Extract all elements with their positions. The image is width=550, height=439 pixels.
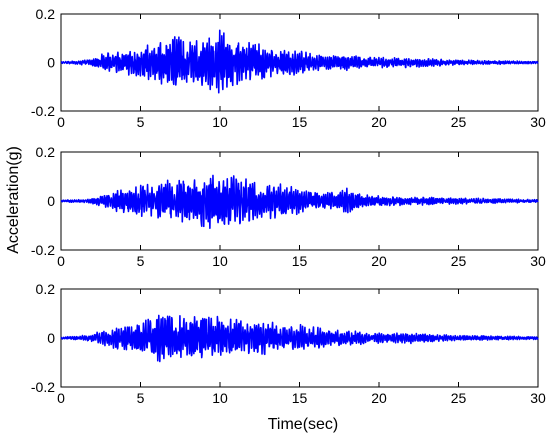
x-tick-label: 5	[137, 253, 145, 269]
x-tick-label: 5	[137, 114, 145, 130]
x-tick-label: 10	[212, 114, 228, 130]
y-tick-label: 0	[47, 193, 55, 209]
x-tick-label: 15	[292, 390, 308, 406]
subplot-bottom: 0 5 10 15 20 25 30-0.200.2	[31, 281, 546, 406]
y-tick-label: 0.2	[36, 281, 56, 297]
x-tick-label: 25	[451, 114, 467, 130]
x-tick-label: 25	[451, 390, 467, 406]
x-tick-label: 15	[292, 253, 308, 269]
acceleration-series-line	[60, 314, 539, 363]
y-tick-label: 0	[47, 330, 55, 346]
x-tick-label: 20	[371, 114, 387, 130]
y-tick-label: 0.2	[36, 6, 56, 22]
x-axis-label: Time(sec)	[268, 416, 339, 433]
y-tick-label: -0.2	[31, 103, 55, 119]
x-tick-label: 5	[137, 390, 145, 406]
acceleration-series-line	[60, 29, 539, 94]
x-tick-label: 0	[57, 253, 65, 269]
x-tick-label: 0	[57, 114, 65, 130]
y-tick-label: -0.2	[31, 242, 55, 258]
x-tick-label: 15	[292, 114, 308, 130]
y-axis-label: Acceleration(g)	[5, 146, 22, 254]
subplot-top: 0 5 10 15 20 25 30-0.200.2	[31, 6, 546, 130]
x-tick-label: 10	[212, 390, 228, 406]
x-tick-label: 10	[212, 253, 228, 269]
subplot-middle: 0 5 10 15 20 25 30-0.200.2	[31, 144, 546, 269]
y-tick-label: 0	[47, 55, 55, 71]
y-tick-label: 0.2	[36, 144, 56, 160]
x-tick-label: 25	[451, 253, 467, 269]
acceleration-series-line	[60, 174, 539, 229]
y-tick-label: -0.2	[31, 379, 55, 395]
x-tick-label: 30	[530, 114, 546, 130]
x-tick-label: 20	[371, 253, 387, 269]
x-tick-label: 0	[57, 390, 65, 406]
x-tick-label: 30	[530, 253, 546, 269]
x-tick-label: 20	[371, 390, 387, 406]
x-tick-label: 30	[530, 390, 546, 406]
